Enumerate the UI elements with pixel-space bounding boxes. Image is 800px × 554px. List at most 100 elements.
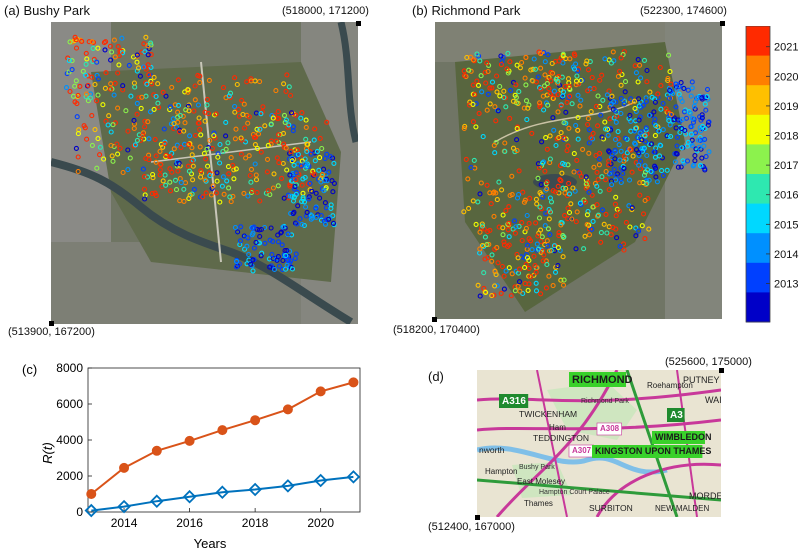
sighting-point [202,177,208,183]
sighting-point [558,130,564,136]
sighting-point [144,174,151,180]
sighting-point [540,194,546,200]
sighting-point [491,142,497,148]
sighting-point [536,215,543,221]
sighting-point [509,173,515,179]
sighting-point [232,103,238,110]
series-point-1 [346,470,361,484]
sighting-point [538,182,544,188]
sighting-point [237,238,244,244]
sighting-point [538,238,544,245]
sighting-point [502,140,508,146]
sighting-point [202,118,208,124]
sighting-point [138,105,144,111]
map-place-label: Roehampton [647,381,693,390]
sighting-point [137,73,143,79]
sighting-point [97,152,103,158]
sighting-point [497,93,503,99]
sighting-point [516,89,522,95]
sighting-point [192,132,199,139]
sighting-point [280,160,286,167]
sighting-point [130,54,137,60]
sighting-point [641,57,648,63]
sighting-point [566,180,572,186]
colorbar-band [746,233,770,264]
sighting-point [510,98,516,104]
sighting-point [214,178,220,184]
sighting-point [544,186,550,192]
sighting-point [115,70,121,76]
sighting-point [516,279,523,285]
sighting-point [613,99,619,105]
sighting-point [177,163,183,169]
sighting-point [635,134,641,141]
sighting-point [111,92,117,98]
sighting-point [95,76,101,82]
sighting-point [564,99,570,105]
sighting-point [79,38,85,44]
sighting-point [144,81,150,87]
sighting-point [574,209,580,215]
sighting-point [279,242,285,248]
sighting-point [244,243,250,249]
sighting-point [330,220,337,226]
sighting-point [676,83,682,89]
sighting-point [152,190,158,196]
sighting-point [186,168,192,174]
sighting-point [292,184,298,190]
sighting-point [252,142,258,148]
sighting-point [545,52,551,58]
sighting-point [526,220,532,226]
sighting-point [646,177,652,183]
sighting-point [268,121,274,127]
sighting-point [316,167,322,173]
sighting-point [177,113,183,119]
sighting-point [696,144,702,150]
sighting-point [565,162,571,168]
sighting-point [250,230,256,236]
sighting-point [168,121,174,127]
sighting-point [622,135,629,141]
sighting-point [624,150,630,156]
colorbar-band [746,203,770,234]
sighting-point [621,247,627,253]
sighting-point [484,60,490,66]
sighting-point [241,101,247,107]
sighting-point [529,247,535,253]
sighting-point [190,177,196,183]
sighting-point [523,54,529,60]
sighting-point [618,110,624,117]
sighting-point [321,166,327,172]
sighting-point [563,185,569,191]
sighting-point [264,156,271,162]
sighting-point [152,136,158,142]
panel-d-label: (d) [428,369,444,384]
sighting-point [107,43,113,49]
sighting-point [109,153,115,159]
sighting-point [275,239,281,245]
map-place-label: A307 [572,446,592,455]
sighting-point [525,105,531,111]
sighting-point [562,190,568,196]
sighting-point [633,125,639,131]
sighting-point [271,266,278,273]
sighting-point [479,89,485,95]
sighting-point [492,268,498,274]
sighting-point [255,131,262,137]
richmond-park-satellite-map [435,22,722,319]
sighting-point [683,115,690,121]
sighting-point [317,135,323,141]
map-place-label: Hampton [485,467,517,476]
sighting-point [254,126,260,132]
sighting-point [85,82,91,89]
sighting-point [265,188,271,194]
sighting-point [472,92,478,98]
sighting-point [304,164,310,170]
sighting-point [608,232,614,238]
sighting-point [604,92,610,98]
sighting-point [560,93,566,99]
sighting-point [290,211,296,217]
sighting-point [279,175,285,181]
sighting-point [475,282,481,288]
sighting-point [514,126,520,132]
